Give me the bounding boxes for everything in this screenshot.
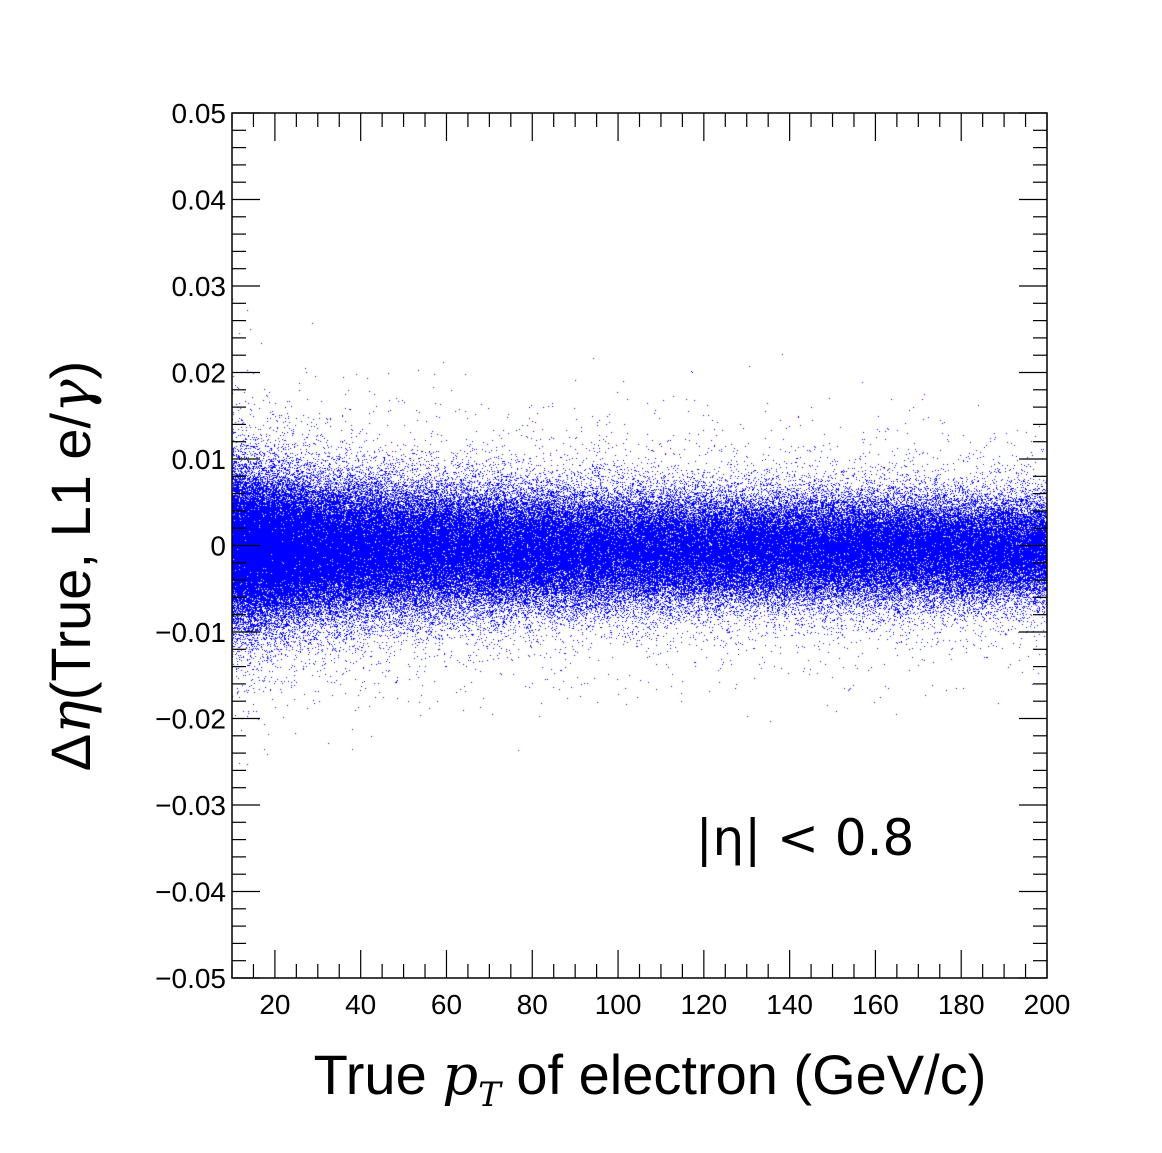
x-tick-label: 200 xyxy=(1024,989,1071,1020)
y-axis-title: Δη(True, L1 e/γ) xyxy=(39,361,104,771)
x-tick-label: 60 xyxy=(431,989,462,1020)
scatter-points xyxy=(232,113,1047,978)
y-tick-label: −0.03 xyxy=(155,790,226,821)
y-tick-label: −0.01 xyxy=(155,617,226,648)
x-axis-title: True pT of electron (GeV/c) xyxy=(314,1043,987,1115)
x-tick-label: 180 xyxy=(938,989,985,1020)
y-tick-label: 0 xyxy=(210,531,226,562)
x-tick-label: 80 xyxy=(517,989,548,1020)
y-tick-label: −0.02 xyxy=(155,704,226,735)
y-tick-label: 0.03 xyxy=(172,271,227,302)
y-tick-label: −0.05 xyxy=(155,963,226,994)
x-tick-label: 40 xyxy=(345,989,376,1020)
x-tick-label: 140 xyxy=(766,989,813,1020)
x-axis: 20 40 60 80 100 120 140 160 180 200 xyxy=(231,113,1071,1020)
x-tick-label: 160 xyxy=(852,989,899,1020)
y-axis: 0.05 0.04 0.03 0.02 0.01 0 −0.01 −0.02 −0.03 −0.0… xyxy=(155,98,1047,994)
eta-annotation: |η| < 0.8 xyxy=(696,809,915,867)
x-tick-label: 20 xyxy=(259,989,290,1020)
scatter-point-cloud xyxy=(232,113,1047,978)
y-tick-label: 0.02 xyxy=(172,358,227,389)
x-tick-label: 120 xyxy=(680,989,727,1020)
x-tick-label: 100 xyxy=(595,989,642,1020)
y-tick-label: 0.05 xyxy=(172,98,227,129)
y-tick-label: 0.04 xyxy=(172,185,227,216)
y-tick-label: 0.01 xyxy=(172,444,227,475)
y-tick-label: −0.04 xyxy=(155,877,226,908)
